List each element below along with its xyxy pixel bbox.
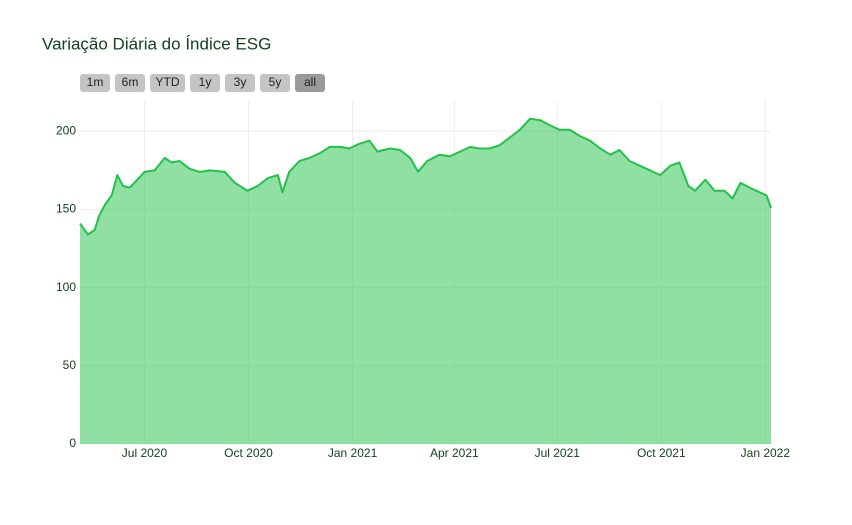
y-tick-label: 50: [63, 358, 77, 372]
area-fill: [80, 118, 771, 445]
range-button[interactable]: [80, 74, 110, 92]
range-button[interactable]: [225, 74, 255, 92]
area-line: [79, 117, 772, 236]
x-tick-label: Apr 2021: [430, 446, 479, 460]
x-tick-label: Oct 2021: [637, 446, 686, 460]
range-button[interactable]: [295, 74, 325, 92]
range-button-label[interactable]: 3y: [234, 75, 247, 89]
range-button[interactable]: [190, 74, 220, 92]
range-button-label[interactable]: all: [304, 75, 316, 89]
y-tick-label: 0: [69, 436, 76, 450]
y-tick-label: 150: [56, 202, 76, 216]
chart-title: Variação Diária do Índice ESG: [42, 34, 271, 53]
range-button-label[interactable]: 1m: [87, 75, 104, 89]
x-tick-label: Jan 2022: [741, 446, 791, 460]
y-tick-label: 200: [56, 123, 76, 137]
range-button-label[interactable]: 6m: [122, 75, 139, 89]
x-tick-label: Jul 2020: [122, 446, 168, 460]
x-tick-label: Jul 2021: [535, 446, 581, 460]
x-tick-label: Oct 2020: [224, 446, 273, 460]
range-button[interactable]: [260, 74, 290, 92]
range-button[interactable]: [150, 74, 185, 92]
x-tick-label: Jan 2021: [328, 446, 378, 460]
range-button[interactable]: [115, 74, 145, 92]
range-button-label[interactable]: 5y: [269, 75, 282, 89]
y-tick-label: 100: [56, 280, 76, 294]
range-button-label[interactable]: YTD: [156, 75, 180, 89]
range-button-label[interactable]: 1y: [199, 75, 212, 89]
